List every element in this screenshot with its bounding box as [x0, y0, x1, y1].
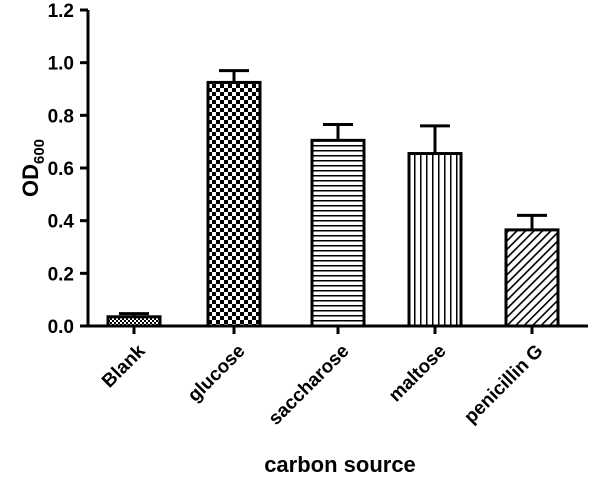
y-tick-label: 0.4	[48, 212, 75, 233]
y-axis-title-subscript: 600	[31, 139, 48, 164]
bar-saccharose	[310, 138, 366, 328]
x-tick-label: glucose	[184, 341, 250, 407]
bars-group	[106, 80, 560, 328]
x-tick-label: Blank	[98, 340, 150, 392]
bar-maltose	[407, 152, 463, 328]
error-bars-group	[119, 69, 547, 317]
bar-penicillin-g	[504, 228, 560, 328]
y-tick-label: 0.2	[48, 264, 74, 285]
x-axis-title: carbon source	[264, 452, 416, 477]
y-axis: 0.0 0.2 0.4 0.6 0.8 1.0 1.2	[48, 1, 90, 338]
x-tick-label: maltose	[385, 341, 451, 407]
y-tick-label: 0.6	[48, 159, 74, 180]
bar-blank	[106, 315, 162, 328]
category-labels-group: Blank glucose saccharose maltose penicillin …	[98, 340, 547, 429]
x-tick-label: saccharose	[265, 341, 354, 430]
x-tick-label: penicillin G	[460, 341, 547, 428]
y-tick-label: 1.2	[48, 1, 74, 22]
y-tick-label: 1.0	[48, 54, 74, 75]
bar-glucose	[206, 80, 262, 328]
y-axis-title-main: OD	[18, 164, 43, 197]
y-tick-label: 0.8	[48, 106, 74, 127]
y-axis-title: OD600	[18, 139, 48, 197]
y-tick-label: 0.0	[48, 317, 74, 338]
